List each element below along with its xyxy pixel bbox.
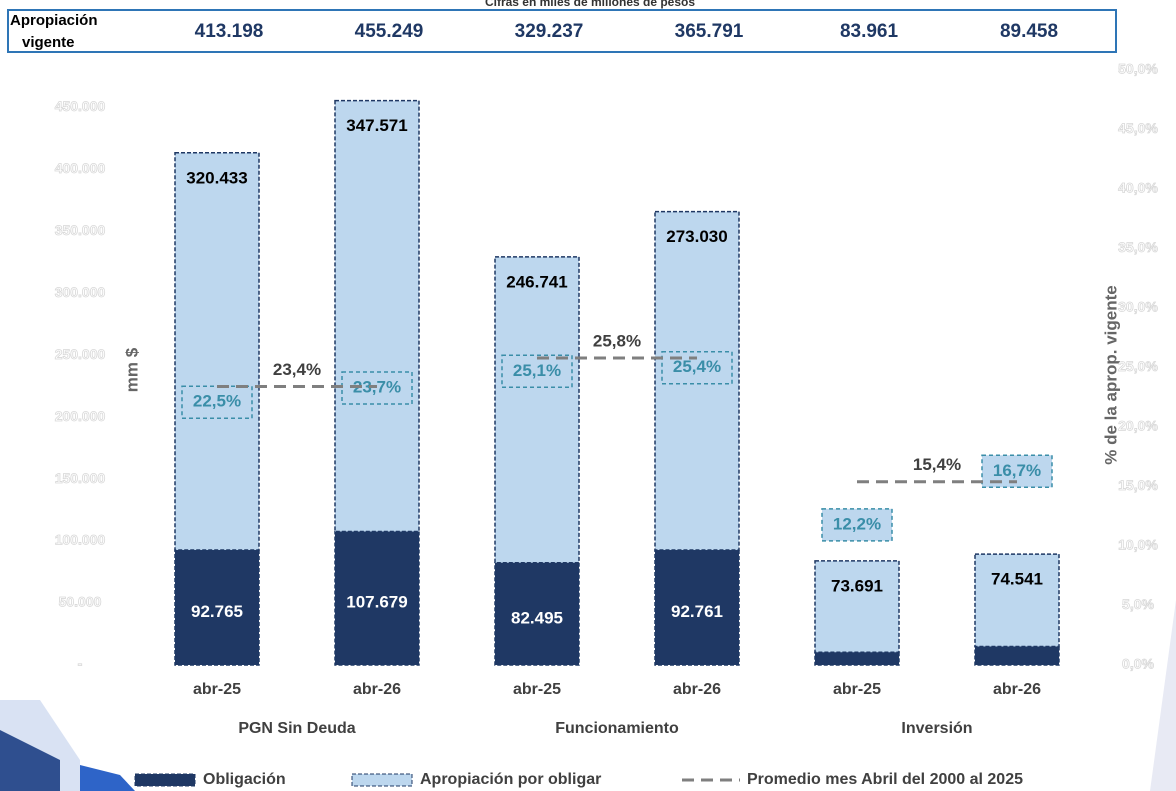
- group-label: Funcionamiento: [555, 720, 679, 737]
- y2-tick-label: 20,0%: [1118, 418, 1158, 434]
- header-label: Apropiación vigente: [10, 12, 98, 51]
- y2-tick-label: 30,0%: [1118, 299, 1158, 315]
- header-value: 89.458: [1000, 21, 1058, 42]
- y-tick-label: 450.000: [55, 98, 106, 114]
- value-label: 92.765: [191, 602, 243, 621]
- bar-segment: [334, 530, 420, 666]
- bar-segment: [974, 553, 1060, 648]
- bar-segment: [494, 561, 580, 666]
- header-value: 329.237: [515, 21, 584, 42]
- bar-segment: [494, 256, 580, 564]
- legend-label: Obligación: [203, 771, 286, 788]
- y-axis-label: mm $: [122, 347, 141, 392]
- value-label: 347.571: [346, 116, 407, 135]
- execution-box: [181, 385, 253, 419]
- x-tick-label: abr-26: [673, 681, 721, 698]
- header-box: [7, 9, 1117, 53]
- y2-axis-label: % de la aprop. vigente: [1101, 285, 1120, 465]
- y2-tick-label: 40,0%: [1118, 180, 1158, 196]
- legend-swatch: [134, 773, 196, 787]
- value-label: 246.741: [506, 272, 567, 291]
- y2-tick-label: 45,0%: [1118, 120, 1158, 136]
- y-tick-label: -: [78, 656, 83, 672]
- x-tick-label: abr-25: [193, 681, 241, 698]
- value-label: 107.679: [346, 593, 407, 612]
- x-tick-label: abr-26: [993, 681, 1041, 698]
- bar-segment: [174, 152, 260, 551]
- header-value: 455.249: [355, 21, 424, 42]
- execution-box: [501, 354, 573, 389]
- legend-label: Apropiación por obligar: [420, 771, 601, 788]
- legend-label: Promedio mes Abril del 2000 al 2025: [747, 771, 1023, 788]
- y2-tick-label: 35,0%: [1118, 239, 1158, 255]
- decoration: [1150, 600, 1176, 791]
- execution-label: 22,5%: [193, 392, 241, 411]
- header-value: 413.198: [195, 21, 264, 42]
- y-tick-label: 100.000: [55, 532, 106, 548]
- header-value: 365.791: [675, 21, 744, 42]
- value-label: 92.761: [671, 602, 723, 621]
- x-tick-label: abr-25: [833, 681, 881, 698]
- value-label: 82.495: [511, 608, 563, 627]
- bar-segment: [814, 560, 900, 654]
- bar-segment: [654, 549, 740, 666]
- group-label: Inversión: [901, 720, 972, 737]
- average-label: 23,4%: [273, 360, 321, 379]
- execution-label: 12,2%: [833, 514, 881, 533]
- y2-tick-label: 15,0%: [1118, 477, 1158, 493]
- subtitle: Cifras en miles de millones de pesos: [485, 0, 695, 9]
- execution-label: 25,1%: [513, 361, 561, 380]
- value-label: 74.541: [991, 570, 1043, 589]
- bar-segment: [974, 645, 1060, 666]
- decoration: [0, 730, 60, 791]
- y2-tick-label: 25,0%: [1118, 358, 1158, 374]
- x-tick-label: abr-25: [513, 681, 561, 698]
- execution-box: [821, 508, 893, 542]
- x-tick-label: abr-26: [353, 681, 401, 698]
- bar-segment: [334, 99, 420, 533]
- y-tick-label: 50.000: [59, 594, 102, 610]
- average-label: 15,4%: [913, 455, 961, 474]
- execution-label: 16,7%: [993, 461, 1041, 480]
- average-label: 25,8%: [593, 331, 641, 350]
- value-label: 273.030: [666, 227, 727, 246]
- bar-segment: [174, 549, 260, 666]
- group-label: PGN Sin Deuda: [238, 720, 355, 737]
- y2-tick-label: 10,0%: [1118, 537, 1158, 553]
- y-tick-label: 200.000: [55, 408, 106, 424]
- y2-tick-label: 50,0%: [1118, 61, 1158, 77]
- y-tick-label: 150.000: [55, 470, 106, 486]
- legend-swatch: [351, 773, 413, 787]
- y-tick-label: 350.000: [55, 222, 106, 238]
- value-label: 320.433: [186, 168, 247, 187]
- y2-tick-label: 5,0%: [1122, 596, 1154, 612]
- y-tick-label: 400.000: [55, 160, 106, 176]
- header-value: 83.961: [840, 21, 899, 42]
- execution-label: 25,4%: [673, 357, 721, 376]
- decoration: [80, 765, 135, 791]
- value-label: 73.691: [831, 576, 883, 595]
- y-tick-label: 250.000: [55, 346, 106, 362]
- y2-tick-label: 0,0%: [1122, 656, 1154, 672]
- y-tick-label: 300.000: [55, 284, 106, 300]
- bar-segment: [814, 651, 900, 666]
